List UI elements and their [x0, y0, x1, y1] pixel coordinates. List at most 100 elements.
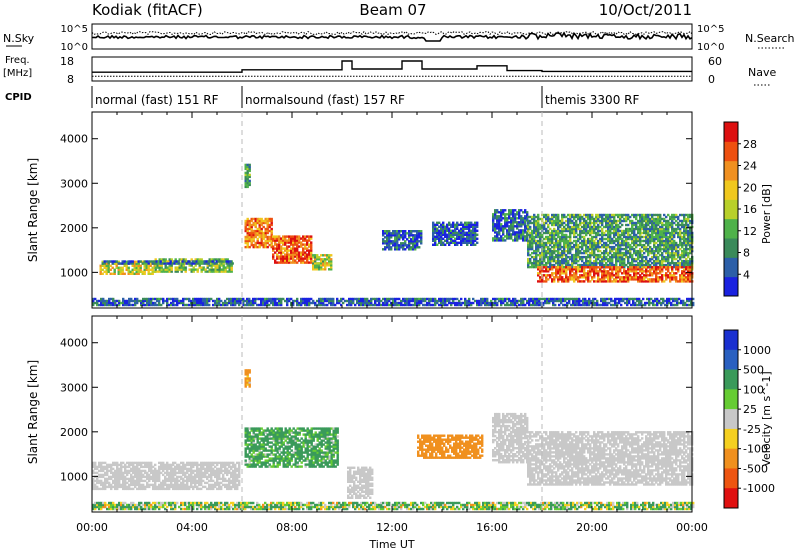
- scatter-cell: [474, 233, 477, 236]
- scatter-cell: [94, 461, 97, 465]
- scatter-cell: [651, 223, 654, 227]
- scatter-cell: [599, 249, 602, 253]
- scatter-cell: [396, 236, 399, 239]
- scatter-cell: [260, 299, 263, 303]
- scatter-cell: [446, 227, 449, 230]
- scatter-cell: [446, 241, 449, 244]
- scatter-cell: [667, 274, 670, 277]
- scatter-cell: [587, 247, 590, 251]
- scatter-cell: [240, 297, 243, 301]
- scatter-cell: [400, 246, 403, 249]
- scatter-cell: [452, 225, 455, 228]
- scatter-cell: [192, 301, 195, 305]
- scatter-cell: [318, 299, 321, 303]
- scatter-cell: [516, 233, 519, 236]
- scatter-cell: [663, 227, 666, 231]
- scatter-cell: [278, 237, 281, 240]
- y-tick-label: 4000: [60, 133, 88, 146]
- scatter-cell: [529, 239, 532, 243]
- scatter-cell: [671, 278, 674, 281]
- scatter-cell: [593, 263, 596, 267]
- scatter-cell: [561, 229, 564, 233]
- scatter-cell: [683, 231, 686, 235]
- scatter-cell: [679, 239, 682, 243]
- scatter-cell: [280, 237, 283, 240]
- scatter-cell: [322, 264, 325, 267]
- scatter-cell: [496, 301, 499, 305]
- scatter-cell: [254, 229, 257, 233]
- scatter-cell: [599, 266, 602, 269]
- scatter-cell: [450, 239, 453, 242]
- scatter-cell: [502, 231, 505, 234]
- scatter-cell: [414, 303, 417, 307]
- scatter-cell: [559, 241, 562, 245]
- scatter-cell: [116, 475, 119, 479]
- scatter-cell: [573, 261, 576, 265]
- scatter-cell: [567, 227, 570, 231]
- scatter-cell: [193, 260, 196, 263]
- scatter-cell: [629, 215, 632, 219]
- scatter-cell: [104, 461, 107, 465]
- scatter-cell: [526, 301, 529, 305]
- scatter-cell: [685, 245, 688, 249]
- scatter-cell: [661, 268, 664, 271]
- scatter-cell: [635, 272, 638, 275]
- scatter-cell: [653, 213, 656, 217]
- scatter-cell: [565, 239, 568, 243]
- scatter-cell: [518, 299, 521, 303]
- scatter-cell: [510, 299, 513, 303]
- scatter-cell: [637, 251, 640, 255]
- scatter-cell: [432, 243, 435, 246]
- scatter-cell: [657, 227, 660, 231]
- scatter-cell: [436, 221, 439, 224]
- scatter-cell: [176, 303, 179, 307]
- scatter-cell: [106, 303, 109, 307]
- scatter-cell: [638, 303, 641, 307]
- scatter-cell: [629, 251, 632, 255]
- scatter-cell: [472, 297, 475, 301]
- scatter-cell: [129, 260, 132, 263]
- scatter-cell: [557, 221, 560, 225]
- scatter-cell: [645, 225, 648, 229]
- scatter-cell: [302, 253, 305, 256]
- scatter-cell: [581, 259, 584, 263]
- scatter-cell: [571, 219, 574, 223]
- scatter-cell: [362, 299, 365, 303]
- scatter-cell: [378, 301, 381, 305]
- scatter-cell: [484, 301, 487, 305]
- scatter-cell: [262, 241, 265, 245]
- scatter-cell: [625, 280, 628, 283]
- scatter-cell: [110, 301, 113, 305]
- scatter-cell: [486, 297, 489, 301]
- scatter-cell: [671, 231, 674, 235]
- scatter-cell: [638, 301, 641, 305]
- scatter-cell: [559, 266, 562, 269]
- scatter-cell: [687, 251, 690, 255]
- scatter-cell: [647, 241, 650, 245]
- scatter-cell: [470, 241, 473, 244]
- scatter-cell: [104, 465, 107, 469]
- scatter-cell: [675, 263, 678, 267]
- scatter-cell: [478, 303, 481, 307]
- scatter-cell: [512, 217, 515, 220]
- scatter-cell: [462, 227, 465, 230]
- scatter-cell: [278, 245, 281, 248]
- scatter-cell: [534, 303, 537, 307]
- scatter-cell: [689, 249, 692, 253]
- scatter-cell: [256, 233, 259, 237]
- scatter-cell: [246, 169, 249, 173]
- scatter-cell: [635, 241, 638, 245]
- scatter-cell: [512, 225, 515, 228]
- scatter-cell: [256, 219, 259, 223]
- scatter-cell: [100, 483, 103, 487]
- scatter-cell: [156, 299, 159, 303]
- scatter-cell: [555, 239, 558, 243]
- scatter-cell: [613, 278, 616, 281]
- scatter-cell: [659, 278, 662, 281]
- scatter-cell: [671, 219, 674, 223]
- scatter-cell: [677, 266, 680, 269]
- scatter-cell: [673, 272, 676, 275]
- scatter-cell: [551, 239, 554, 243]
- scatter-cell: [490, 299, 493, 303]
- scatter-cell: [573, 215, 576, 219]
